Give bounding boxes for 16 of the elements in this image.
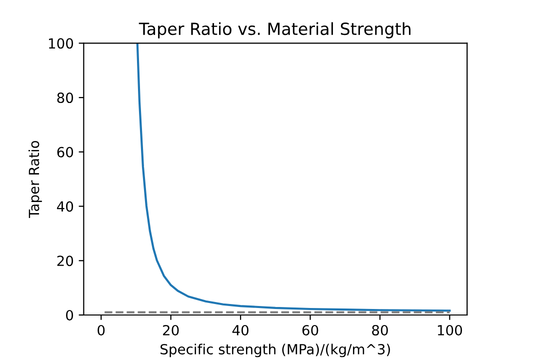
y-tick-label: 0 bbox=[66, 310, 74, 320]
y-tick-label: 40 bbox=[56, 201, 74, 212]
chart-title: Taper Ratio vs. Material Strength bbox=[138, 22, 410, 38]
y-tick-label: 60 bbox=[57, 146, 74, 158]
y-tick-label: 100 bbox=[48, 38, 74, 49]
x-tick-label: 20 bbox=[163, 324, 179, 336]
x-axis-title: Specific strength (MPa)/(kg/m^3) bbox=[160, 344, 390, 358]
x-tick-label: 60 bbox=[302, 324, 318, 336]
x-tick-label: 100 bbox=[438, 324, 462, 336]
x-tick-label: 40 bbox=[232, 324, 248, 336]
y-tick-label: 20 bbox=[57, 256, 74, 266]
x-tick-label: 80 bbox=[372, 324, 388, 336]
line-series bbox=[136, 43, 451, 312]
x-tick-label: 0 bbox=[98, 324, 105, 336]
y-axis-title: Taper Ratio bbox=[28, 140, 42, 218]
y-tick-label: 80 bbox=[57, 92, 74, 104]
